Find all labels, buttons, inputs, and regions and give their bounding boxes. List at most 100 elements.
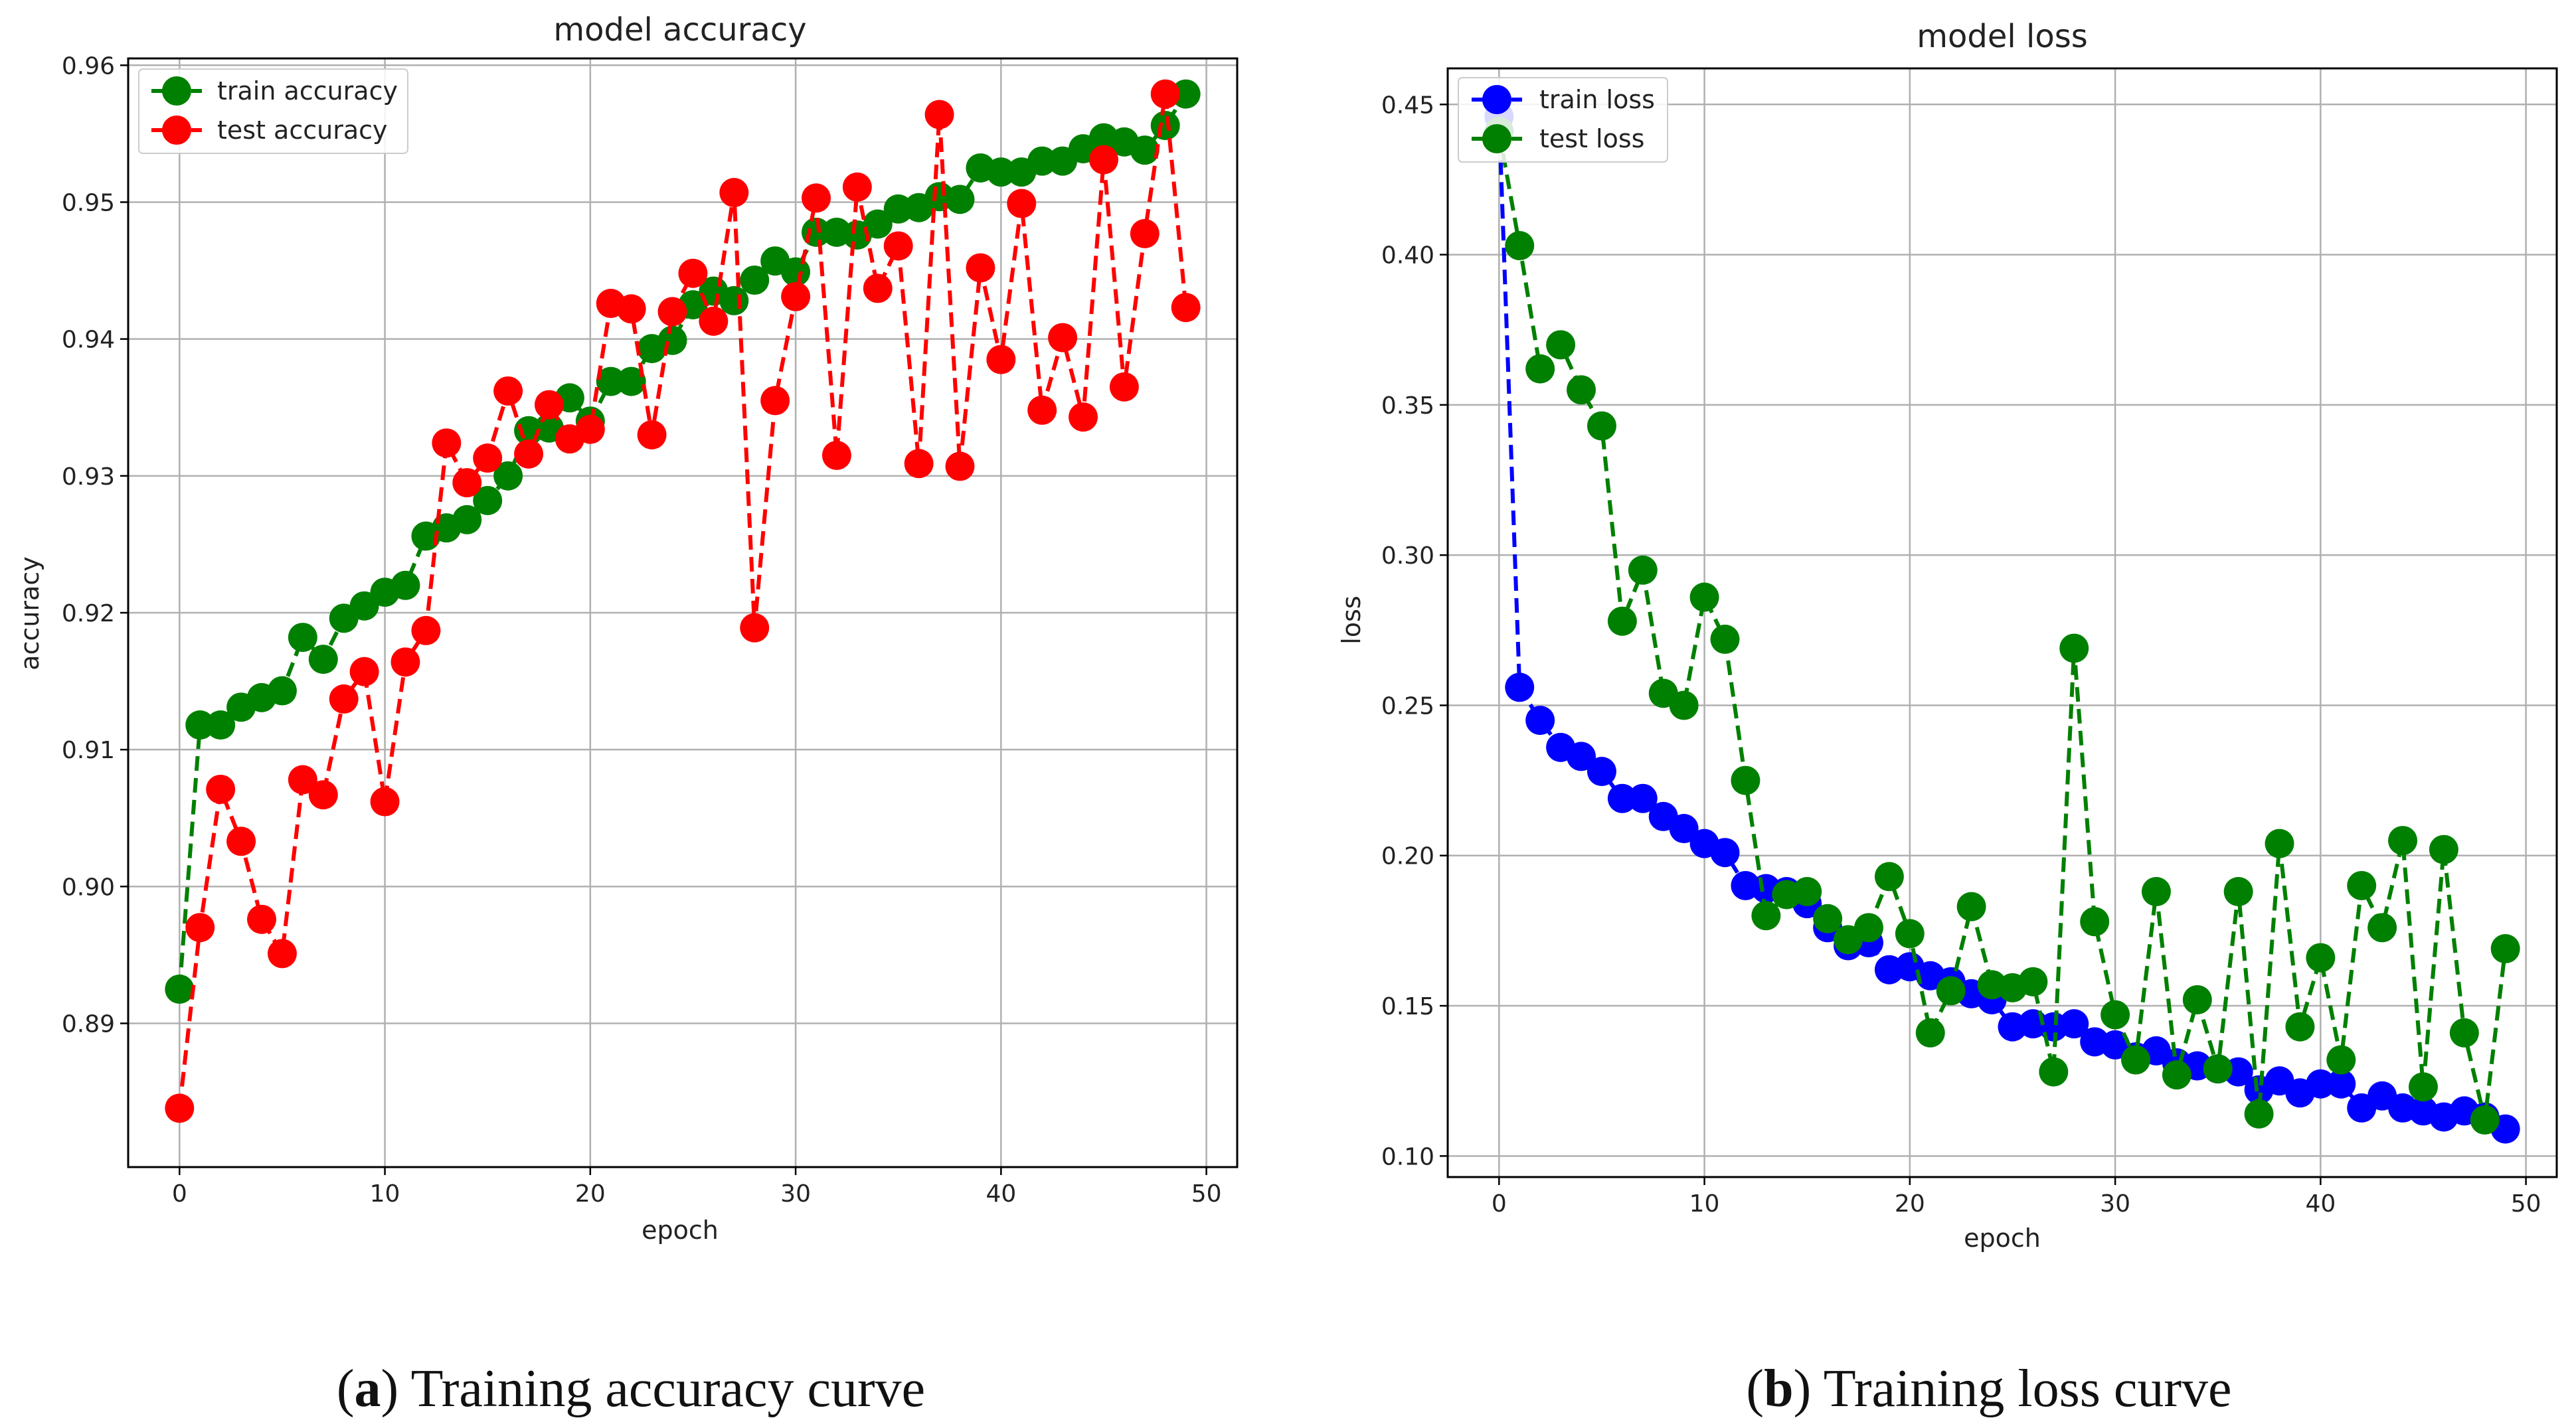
train-accuracy-point xyxy=(986,157,1016,187)
loss-y-ticks: 0.10 0.15 0.20 0.25 0.30 0.35 0.40 0.45 xyxy=(1381,92,1448,1170)
test-loss-point xyxy=(1874,862,1904,892)
train-loss-point xyxy=(1669,814,1699,844)
test-accuracy-point xyxy=(904,449,934,479)
train-accuracy-point xyxy=(863,209,893,239)
test-accuracy-point xyxy=(575,414,605,444)
legend-test-loss-label: test loss xyxy=(1539,124,1644,153)
test-accuracy-point xyxy=(657,297,687,327)
caption-b: (b) Training loss curve xyxy=(1746,1360,2231,1418)
loss-legend: train loss test loss xyxy=(1458,77,1668,163)
test-accuracy-point xyxy=(1088,145,1118,175)
test-loss-point xyxy=(2039,1057,2069,1087)
test-loss-point xyxy=(2408,1072,2438,1102)
caption-a: (a) Training accuracy curve xyxy=(337,1360,925,1418)
test-accuracy-point xyxy=(863,274,893,303)
test-loss-point xyxy=(2182,985,2212,1014)
test-accuracy-point xyxy=(1027,395,1057,425)
test-accuracy-point xyxy=(699,306,729,336)
loss-x-tick-label: 10 xyxy=(1689,1190,1720,1218)
test-accuracy-line xyxy=(177,92,1188,1109)
test-loss-point xyxy=(1853,913,1883,943)
test-accuracy-point xyxy=(185,913,215,943)
test-loss-point xyxy=(2265,829,2294,858)
legend-train-loss-label: train loss xyxy=(1539,85,1655,114)
test-accuracy-point xyxy=(329,684,359,714)
accuracy-y-tick-label: 0.96 xyxy=(62,52,115,80)
test-accuracy-point xyxy=(1109,372,1139,402)
accuracy-y-ticks: 0.89 0.90 0.91 0.92 0.93 0.94 0.95 0.96 xyxy=(62,52,128,1038)
accuracy-x-axis-label: epoch xyxy=(642,1216,719,1245)
loss-y-tick-label: 0.15 xyxy=(1381,993,1434,1020)
test-loss-point xyxy=(2388,826,2418,856)
loss-y-tick-label: 0.45 xyxy=(1381,92,1434,119)
train-accuracy-point xyxy=(206,710,236,740)
test-accuracy-point xyxy=(637,420,667,449)
caption-a-letter: a xyxy=(354,1360,381,1418)
test-loss-point xyxy=(1587,411,1616,441)
accuracy-x-tick-label: 10 xyxy=(370,1180,400,1208)
test-accuracy-point xyxy=(349,657,379,686)
test-loss-point xyxy=(1813,904,1843,933)
loss-x-tick-label: 20 xyxy=(1895,1190,1925,1218)
accuracy-y-tick-label: 0.90 xyxy=(62,874,115,901)
train-loss-point xyxy=(2306,1069,2336,1099)
test-loss-point xyxy=(1915,1018,1945,1048)
test-loss-point xyxy=(2490,934,2520,964)
loss-grid xyxy=(1448,68,2557,1177)
accuracy-y-tick-label: 0.89 xyxy=(62,1011,115,1038)
test-loss-point xyxy=(2306,943,2336,973)
test-loss-point xyxy=(2162,1060,2191,1090)
train-loss-point xyxy=(1505,673,1535,702)
accuracy-x-tick-label: 0 xyxy=(172,1180,187,1208)
train-accuracy-point xyxy=(657,325,687,355)
loss-x-axis-label: epoch xyxy=(1964,1224,2041,1253)
accuracy-y-tick-label: 0.91 xyxy=(62,737,115,764)
test-loss-point xyxy=(2326,1045,2356,1075)
loss-plot-frame xyxy=(1446,67,2558,1178)
test-accuracy-point xyxy=(267,939,297,969)
test-accuracy-point xyxy=(802,183,831,213)
test-accuracy-point xyxy=(247,904,277,934)
accuracy-grid xyxy=(128,58,1237,1167)
accuracy-x-tick-label: 50 xyxy=(1191,1180,1222,1208)
test-loss-point xyxy=(1936,976,1966,1006)
test-accuracy-point xyxy=(719,178,749,208)
test-loss-point xyxy=(2018,967,2048,996)
test-loss-point xyxy=(2121,1045,2151,1075)
test-loss-point xyxy=(1895,919,1925,949)
accuracy-chart: model accuracy epoch accuracy 0 10 20 30 40 5… xyxy=(15,11,1239,1245)
train-accuracy-point xyxy=(781,257,811,287)
test-loss-point xyxy=(1956,892,1986,921)
legend-test-loss-marker xyxy=(1482,124,1511,153)
train-accuracy-point xyxy=(185,710,215,740)
accuracy-x-tick-label: 40 xyxy=(986,1180,1016,1208)
test-accuracy-point xyxy=(411,615,441,645)
train-loss-point xyxy=(2326,1069,2356,1099)
legend-train-accuracy-marker xyxy=(162,76,191,106)
train-loss-point xyxy=(1710,838,1740,868)
train-accuracy-point xyxy=(267,676,297,706)
test-accuracy-point xyxy=(206,774,236,804)
test-accuracy-point xyxy=(226,827,256,856)
test-loss-point xyxy=(2080,907,2110,937)
test-accuracy-point xyxy=(514,439,544,469)
test-accuracy-point xyxy=(924,100,954,129)
train-accuracy-point xyxy=(493,461,523,491)
test-loss-point xyxy=(1525,354,1555,384)
test-accuracy-point xyxy=(966,253,995,283)
accuracy-x-tick-label: 20 xyxy=(575,1180,606,1208)
test-loss-point xyxy=(1710,624,1740,654)
loss-chart-title: model loss xyxy=(1917,18,2087,55)
test-accuracy-point xyxy=(534,390,564,420)
loss-y-tick-label: 0.40 xyxy=(1381,242,1434,270)
test-loss-point xyxy=(2203,1054,2233,1084)
test-accuracy-point xyxy=(288,765,317,795)
train-loss-point xyxy=(1525,706,1555,736)
test-loss-point xyxy=(2244,1099,2274,1129)
loss-x-tick-label: 40 xyxy=(2305,1190,2336,1218)
test-accuracy-point xyxy=(883,231,913,261)
test-accuracy-point xyxy=(1150,79,1180,109)
loss-chart: model loss epoch loss 0 10 20 30 40 50 0.100.… xyxy=(1337,18,2558,1253)
test-loss-point xyxy=(1505,231,1535,261)
test-loss-point xyxy=(1607,606,1637,636)
